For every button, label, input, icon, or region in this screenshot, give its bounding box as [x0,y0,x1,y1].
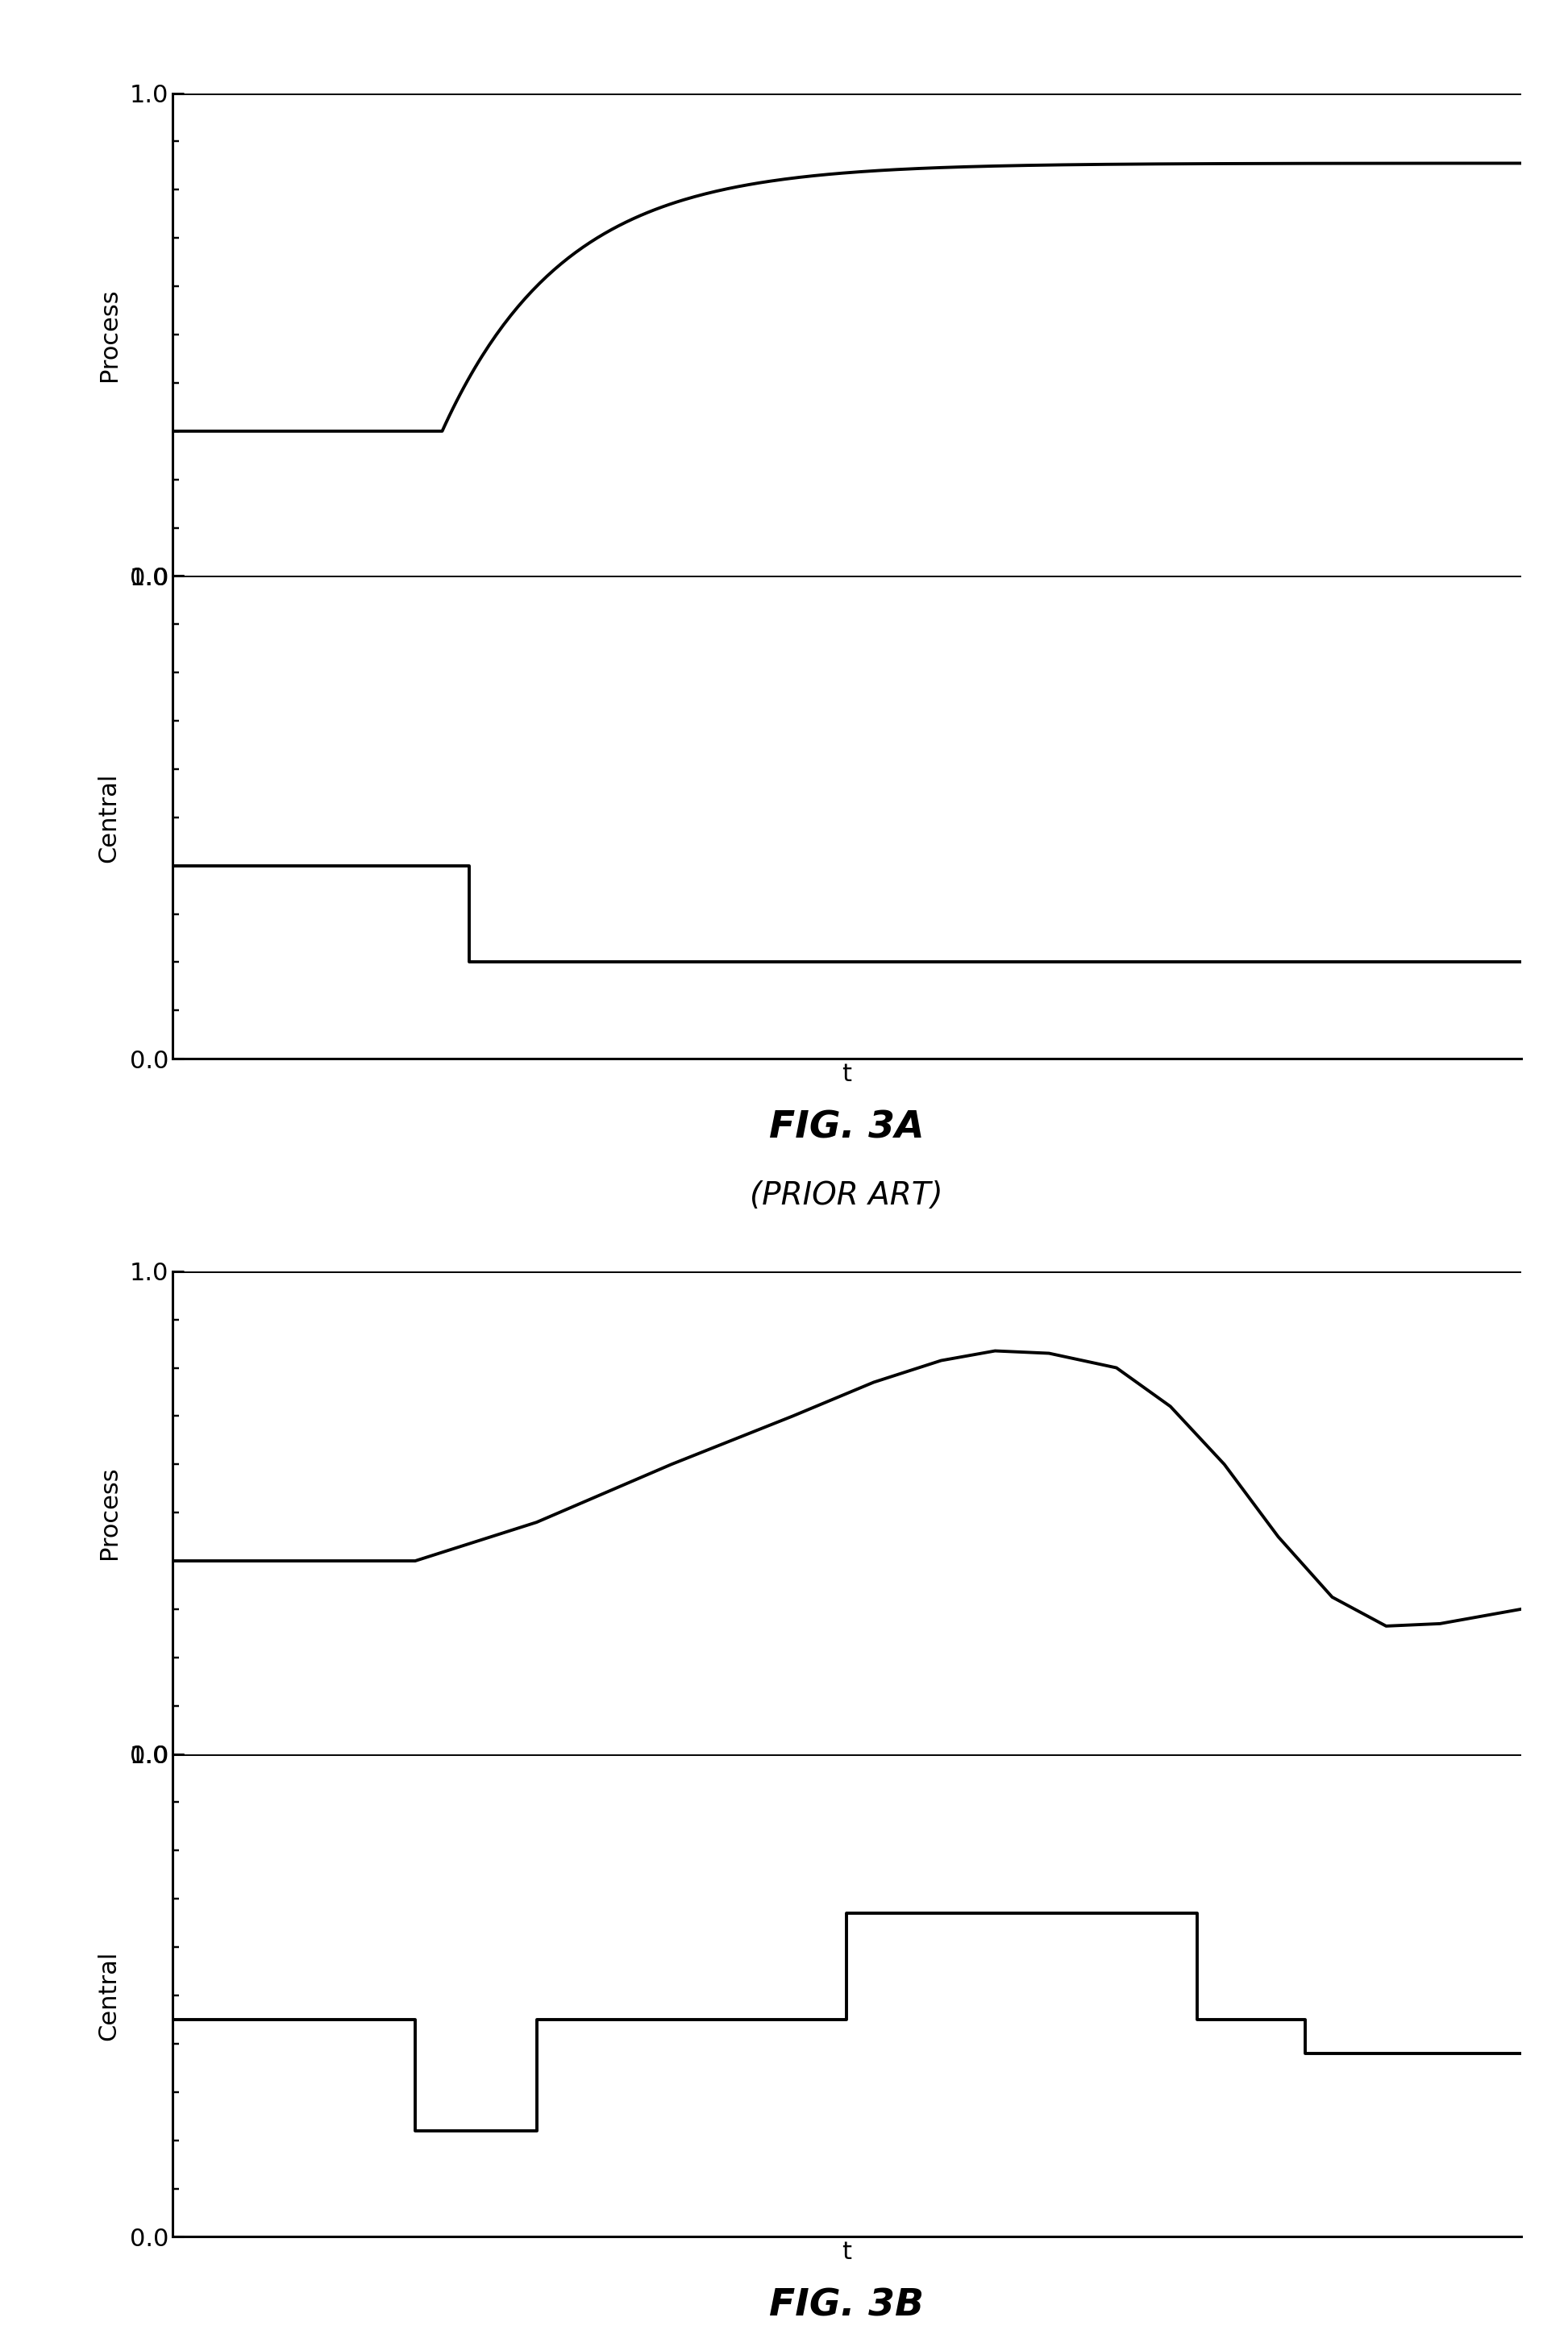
Y-axis label: Central: Central [97,774,121,862]
Y-axis label: Process: Process [97,289,121,382]
Text: FIG. 3B: FIG. 3B [770,2288,924,2325]
Y-axis label: Process: Process [97,1466,121,1559]
Text: FIG. 3A: FIG. 3A [768,1109,925,1146]
Text: (PRIOR ART): (PRIOR ART) [750,1179,944,1212]
Y-axis label: Central: Central [97,1950,121,2041]
